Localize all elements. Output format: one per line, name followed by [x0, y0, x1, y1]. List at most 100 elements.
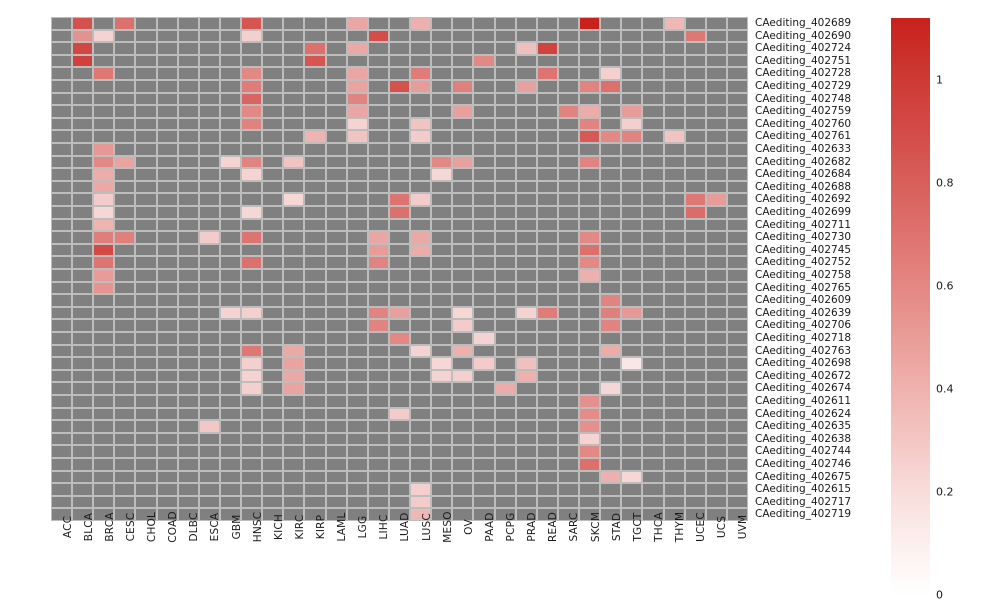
heatmap-cell[interactable]: [114, 269, 136, 282]
heatmap-cell[interactable]: [304, 17, 326, 30]
heatmap-cell[interactable]: [557, 168, 580, 181]
heatmap-cell[interactable]: [198, 130, 220, 143]
heatmap-cell[interactable]: [726, 495, 748, 509]
heatmap-cell[interactable]: [600, 508, 622, 521]
heatmap-cell[interactable]: [726, 218, 748, 232]
heatmap-cell[interactable]: [93, 470, 115, 484]
heatmap-cell[interactable]: [325, 29, 347, 43]
heatmap-cell[interactable]: [156, 382, 178, 395]
heatmap-cell[interactable]: [177, 206, 199, 219]
heatmap-cell[interactable]: [431, 105, 453, 118]
heatmap-cell[interactable]: [72, 130, 94, 143]
heatmap-cell[interactable]: [241, 168, 263, 181]
heatmap-cell[interactable]: [304, 319, 326, 332]
heatmap-cell[interactable]: [473, 382, 495, 395]
heatmap-cell[interactable]: [325, 42, 347, 55]
heatmap-cell[interactable]: [304, 470, 326, 484]
heatmap-cell[interactable]: [388, 407, 411, 421]
heatmap-cell[interactable]: [93, 243, 115, 257]
heatmap-cell[interactable]: [367, 495, 389, 509]
heatmap-cell[interactable]: [156, 42, 178, 55]
heatmap-cell[interactable]: [600, 243, 622, 257]
heatmap-cell[interactable]: [621, 382, 643, 395]
heatmap-cell[interactable]: [241, 130, 263, 143]
heatmap-cell[interactable]: [219, 495, 242, 509]
heatmap-cell[interactable]: [198, 344, 220, 358]
heatmap-cell[interactable]: [557, 206, 580, 219]
heatmap-cell[interactable]: [114, 54, 136, 68]
heatmap-cell[interactable]: [283, 256, 305, 269]
heatmap-cell[interactable]: [663, 269, 685, 282]
heatmap-cell[interactable]: [346, 458, 368, 471]
heatmap-cell[interactable]: [262, 344, 284, 358]
heatmap-cell[interactable]: [473, 193, 495, 206]
heatmap-cell[interactable]: [600, 193, 622, 206]
heatmap-cell[interactable]: [241, 432, 263, 446]
heatmap-cell[interactable]: [72, 193, 94, 206]
heatmap-cell[interactable]: [705, 332, 727, 345]
heatmap-cell[interactable]: [536, 92, 558, 106]
heatmap-cell[interactable]: [93, 495, 115, 509]
heatmap-cell[interactable]: [557, 407, 580, 421]
heatmap-cell[interactable]: [473, 243, 495, 257]
heatmap-cell[interactable]: [219, 420, 242, 433]
heatmap-cell[interactable]: [536, 143, 558, 156]
heatmap-cell[interactable]: [367, 281, 389, 295]
heatmap-cell[interactable]: [600, 420, 622, 433]
heatmap-cell[interactable]: [346, 67, 368, 80]
heatmap-cell[interactable]: [304, 80, 326, 93]
heatmap-cell[interactable]: [198, 432, 220, 446]
heatmap-cell[interactable]: [388, 168, 411, 181]
heatmap-cell[interactable]: [198, 332, 220, 345]
heatmap-cell[interactable]: [621, 483, 643, 496]
heatmap-cell[interactable]: [600, 281, 622, 295]
heatmap-cell[interactable]: [135, 294, 157, 307]
heatmap-cell[interactable]: [473, 29, 495, 43]
heatmap-cell[interactable]: [663, 92, 685, 106]
heatmap-cell[interactable]: [304, 483, 326, 496]
heatmap-cell[interactable]: [283, 306, 305, 320]
heatmap-cell[interactable]: [663, 458, 685, 471]
heatmap-cell[interactable]: [219, 470, 242, 484]
heatmap-cell[interactable]: [663, 256, 685, 269]
heatmap-cell[interactable]: [536, 80, 558, 93]
heatmap-cell[interactable]: [663, 420, 685, 433]
heatmap-cell[interactable]: [114, 130, 136, 143]
heatmap-cell[interactable]: [536, 243, 558, 257]
heatmap-cell[interactable]: [304, 168, 326, 181]
heatmap-cell[interactable]: [536, 67, 558, 80]
heatmap-cell[interactable]: [198, 143, 220, 156]
heatmap-cell[interactable]: [494, 143, 516, 156]
heatmap-cell[interactable]: [684, 117, 706, 131]
heatmap-cell[interactable]: [219, 332, 242, 345]
heatmap-cell[interactable]: [198, 243, 220, 257]
heatmap-cell[interactable]: [452, 180, 474, 194]
heatmap-cell[interactable]: [367, 29, 389, 43]
heatmap-cell[interactable]: [72, 483, 94, 496]
heatmap-cell[interactable]: [473, 445, 495, 458]
heatmap-cell[interactable]: [663, 294, 685, 307]
heatmap-cell[interactable]: [684, 17, 706, 30]
heatmap-cell[interactable]: [388, 29, 411, 43]
heatmap-cell[interactable]: [494, 281, 516, 295]
heatmap-cell[interactable]: [536, 168, 558, 181]
heatmap-cell[interactable]: [177, 180, 199, 194]
heatmap-cell[interactable]: [346, 243, 368, 257]
heatmap-cell[interactable]: [262, 155, 284, 169]
heatmap-cell[interactable]: [536, 306, 558, 320]
heatmap-cell[interactable]: [114, 458, 136, 471]
heatmap-cell[interactable]: [156, 483, 178, 496]
heatmap-cell[interactable]: [156, 470, 178, 484]
heatmap-cell[interactable]: [325, 332, 347, 345]
heatmap-cell[interactable]: [494, 319, 516, 332]
heatmap-cell[interactable]: [452, 420, 474, 433]
heatmap-cell[interactable]: [621, 269, 643, 282]
heatmap-cell[interactable]: [346, 206, 368, 219]
heatmap-cell[interactable]: [325, 243, 347, 257]
heatmap-cell[interactable]: [557, 281, 580, 295]
heatmap-cell[interactable]: [51, 395, 73, 408]
heatmap-cell[interactable]: [367, 243, 389, 257]
heatmap-cell[interactable]: [410, 29, 432, 43]
heatmap-cell[interactable]: [410, 281, 432, 295]
heatmap-cell[interactable]: [410, 369, 432, 383]
